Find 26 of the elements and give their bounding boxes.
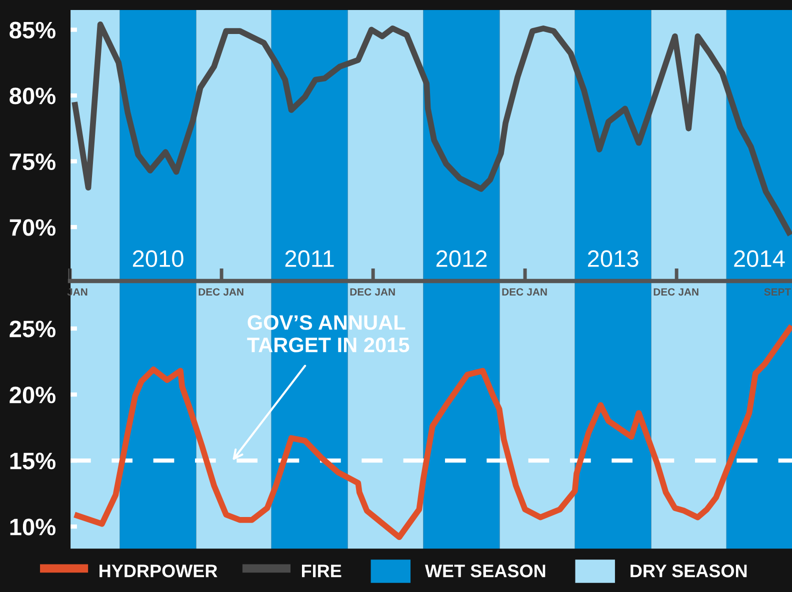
x-tick-label: JAN	[223, 288, 244, 296]
y-tick-label: 10%	[10, 518, 56, 536]
y-tick-label: 80%	[10, 88, 56, 104]
x-tick-label: JAN	[374, 288, 395, 296]
x-tick-label: SEPT	[764, 288, 791, 296]
legend-label: FIRE	[302, 564, 342, 578]
y-tick-label: 20%	[10, 386, 56, 404]
x-tick-label: JAN	[678, 288, 698, 296]
annotation: 2010	[132, 250, 184, 268]
x-tick-label: DEC	[502, 288, 524, 296]
y-tick-label: 85%	[10, 22, 56, 39]
legend-label: DRY SEASON	[630, 564, 747, 578]
annotation: 2013	[588, 250, 638, 268]
x-tick-label: DEC	[198, 288, 220, 296]
x-tick-label: DEC	[654, 288, 675, 296]
annotation: 2014	[734, 250, 785, 268]
annotation: 2011	[285, 250, 334, 268]
y-tick-label: 25%	[10, 320, 56, 338]
legend-label: WET SEASON	[424, 564, 546, 578]
x-tick-label: DEC	[350, 288, 372, 296]
y-tick-label: 70%	[10, 219, 56, 236]
x-tick-label: JAN	[526, 288, 547, 296]
y-tick-label: 15%	[10, 452, 56, 470]
y-tick-label: 75%	[10, 153, 56, 170]
annotation: 2012	[436, 250, 487, 268]
legend-label: HYDRPOWER	[100, 564, 218, 578]
